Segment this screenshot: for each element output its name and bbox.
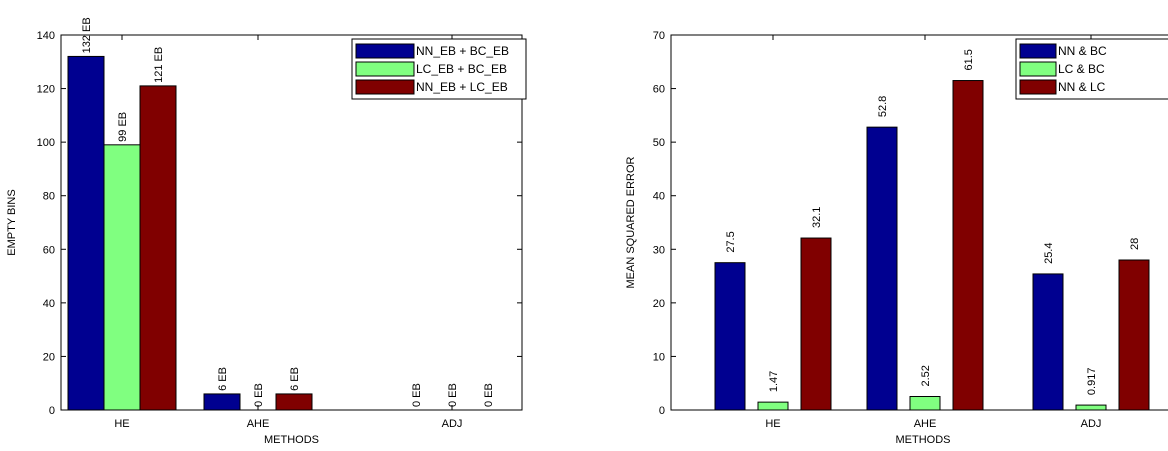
data-label: 2.52 [920, 365, 932, 386]
bar [952, 80, 984, 411]
legend-swatch [1019, 43, 1057, 59]
data-label: 27.5 [725, 231, 737, 252]
bar [139, 85, 177, 411]
data-label: 0 EB [253, 383, 265, 407]
data-label: 6 EB [217, 367, 229, 391]
bar [866, 126, 898, 411]
y-tick-label: 100 [37, 137, 55, 149]
y-axis-label: EMPTY BINS [6, 189, 18, 255]
data-label: 1.47 [768, 371, 780, 392]
x-tick-label: AHE [247, 418, 270, 430]
chart-1: 0 20 40 60 80 100 120 140 HE AHE ADJ METHODS EMPTY B… [6, 17, 527, 446]
legend-swatch [355, 61, 415, 77]
bar [1032, 273, 1064, 411]
data-label: 99 EB [117, 112, 129, 142]
legend: NN & BC LC & BC NN & LC [1015, 38, 1168, 100]
x-tick-label: AHE [914, 418, 937, 430]
y-tick-label: 10 [653, 351, 665, 363]
bar [800, 237, 832, 411]
bar [1118, 259, 1150, 411]
data-label: 0 EB [483, 383, 495, 407]
x-tick-label: ADJ [1081, 418, 1102, 430]
data-label: 0 EB [411, 383, 423, 407]
x-axis-label: METHODS [896, 434, 951, 446]
legend-label: LC_EB + BC_EB [416, 62, 507, 76]
data-label: 52.8 [877, 96, 889, 117]
y-tick-label: 50 [653, 137, 665, 149]
y-tick-label: 140 [37, 30, 55, 42]
data-label: 61.5 [963, 49, 975, 70]
bar [67, 55, 105, 411]
y-tick-label: 60 [653, 84, 665, 96]
bar [275, 393, 313, 411]
x-tick-label: ADJ [442, 418, 463, 430]
bar [1075, 404, 1107, 411]
data-label: 28 [1129, 238, 1141, 250]
data-label: 0 EB [447, 383, 459, 407]
data-label: 25.4 [1043, 243, 1055, 264]
x-axis-label: METHODS [264, 434, 319, 446]
bar [103, 144, 141, 411]
legend-label: NN_EB + BC_EB [416, 44, 509, 58]
y-tick-label: 80 [43, 191, 55, 203]
y-tick-label: 120 [37, 84, 55, 96]
bar [757, 401, 789, 411]
y-tick-label: 60 [43, 244, 55, 256]
x-tick-label: HE [765, 418, 780, 430]
y-tick-label: 30 [653, 244, 665, 256]
chart-2: 0 10 20 30 40 50 60 70 HE AHE ADJ METHODS MEAN SQUAR… [625, 30, 1168, 446]
legend-swatch [355, 43, 415, 59]
legend-swatch [355, 79, 415, 95]
legend-label: LC & BC [1058, 62, 1105, 76]
data-label: 132 EB [81, 17, 93, 53]
bar [909, 396, 941, 411]
y-tick-label: 40 [43, 298, 55, 310]
y-tick-label: 40 [653, 191, 665, 203]
y-tick-label: 0 [49, 405, 55, 417]
legend-label: NN & BC [1058, 44, 1107, 58]
data-label: 32.1 [811, 207, 823, 228]
legend-swatch [1019, 61, 1057, 77]
y-tick-label: 70 [653, 30, 665, 42]
bar [714, 262, 746, 411]
y-tick-label: 20 [43, 351, 55, 363]
data-label: 0.917 [1086, 368, 1098, 396]
legend-label: NN_EB + LC_EB [416, 80, 508, 94]
y-tick-label: 20 [653, 298, 665, 310]
bar [203, 393, 241, 411]
legend-label: NN & LC [1058, 80, 1106, 94]
legend-swatch [1019, 79, 1057, 95]
y-tick-label: 0 [659, 405, 665, 417]
x-tick-label: HE [114, 418, 129, 430]
data-label: 6 EB [289, 367, 301, 391]
y-axis-label: MEAN SQUARED ERROR [625, 156, 637, 288]
legend: NN_EB + BC_EB LC_EB + BC_EB NN_EB + LC_EB [351, 38, 527, 100]
data-label: 121 EB [153, 47, 165, 83]
